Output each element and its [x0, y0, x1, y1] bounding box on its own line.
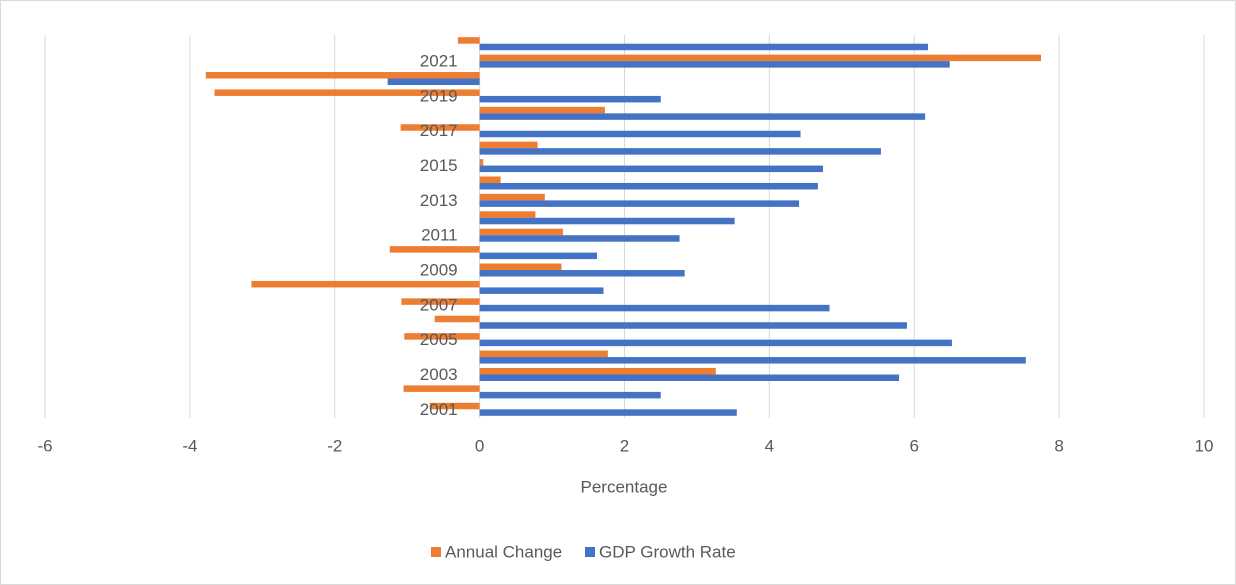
bar	[434, 315, 480, 323]
y-tick-label: 2003	[420, 365, 458, 384]
bar	[387, 78, 480, 86]
x-tick-label: 0	[475, 436, 484, 455]
bar	[479, 367, 716, 375]
bar	[479, 95, 661, 103]
legend-swatch	[585, 547, 595, 557]
bar	[429, 402, 480, 410]
x-tick-label: 6	[910, 436, 919, 455]
bar	[479, 200, 800, 207]
y-tick-label: 2019	[420, 86, 458, 105]
bar	[479, 217, 735, 225]
x-tick-label: 2	[620, 436, 629, 455]
bar	[479, 193, 545, 201]
bar	[479, 106, 605, 114]
y-tick-label: 2011	[421, 226, 458, 245]
x-tick-label: -4	[182, 436, 197, 455]
bar	[479, 159, 484, 166]
bar	[479, 357, 1026, 364]
bar	[401, 298, 480, 305]
y-tick-label: 2021	[420, 52, 458, 71]
y-tick-label: 2001	[420, 400, 458, 419]
legend-label: GDP Growth Rate	[599, 542, 736, 561]
x-tick-label: -6	[37, 436, 52, 455]
y-tick-label: 2005	[420, 330, 458, 349]
bar	[479, 165, 823, 173]
bar	[479, 391, 661, 399]
y-tick-label: 2009	[420, 261, 458, 280]
bar	[479, 270, 685, 277]
bar	[479, 130, 801, 138]
y-tick-label: 2007	[420, 295, 458, 314]
bar	[479, 409, 737, 416]
y-tick-label: 2017	[420, 121, 458, 140]
x-tick-label: 4	[765, 436, 774, 455]
bar	[479, 304, 830, 312]
bar	[479, 113, 926, 120]
bar	[479, 211, 536, 218]
bar	[457, 37, 480, 44]
bar	[403, 385, 480, 392]
x-axis-title: Percentage	[581, 477, 668, 496]
bar	[479, 322, 908, 329]
bar	[479, 252, 597, 260]
bar	[479, 54, 1042, 62]
bar	[479, 141, 538, 149]
bar	[479, 228, 563, 236]
bar	[479, 176, 501, 183]
x-tick-label: -2	[327, 436, 342, 455]
y-tick-label: 2015	[420, 156, 458, 175]
bar	[479, 374, 900, 381]
bar	[251, 280, 480, 288]
bar	[479, 43, 929, 51]
bar	[214, 89, 480, 96]
bar	[479, 148, 881, 155]
legend-label: Annual Change	[445, 542, 562, 561]
x-tick-label: 8	[1054, 436, 1063, 455]
bar	[400, 124, 480, 131]
bar	[479, 182, 818, 190]
bar	[404, 333, 480, 340]
bar	[479, 235, 680, 242]
x-tick-label: 10	[1195, 436, 1214, 455]
bar	[205, 72, 480, 79]
bar	[389, 246, 480, 253]
bar	[479, 287, 604, 294]
bar	[479, 263, 562, 271]
bar	[479, 61, 950, 68]
bar	[479, 339, 952, 347]
bar	[479, 350, 608, 358]
y-tick-label: 2013	[420, 191, 458, 210]
legend-swatch	[431, 547, 441, 557]
